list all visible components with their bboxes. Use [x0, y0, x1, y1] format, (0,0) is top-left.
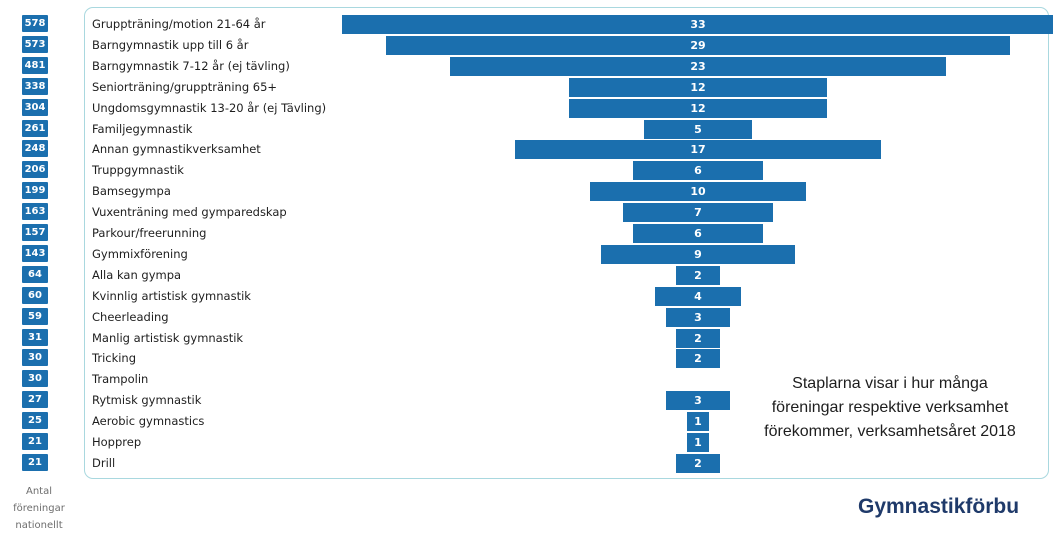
national-count-badge: 338	[22, 77, 48, 95]
category-label: Ungdomsgymnastik 13-20 år (ej Tävling)	[92, 100, 327, 115]
bar: 6	[633, 161, 763, 181]
brand-logo-text: Gymnastikförbu	[858, 495, 1020, 518]
bar-value-label: 5	[694, 122, 702, 136]
bar: 5	[644, 119, 752, 139]
bar: 1	[687, 412, 709, 432]
national-count-badge: 60	[22, 286, 48, 304]
category-label: Alla kan gympa	[92, 267, 182, 282]
national-count-badge: 578	[22, 15, 48, 32]
category-label: Tricking	[92, 351, 137, 366]
national-count-badge: 573	[22, 35, 48, 53]
bar: 12	[568, 77, 828, 97]
bar: 6	[633, 224, 763, 243]
bar: 12	[568, 98, 828, 118]
national-count-badge: 481	[22, 56, 48, 74]
bar: 2	[676, 453, 720, 473]
national-count-badge: 31	[22, 328, 48, 346]
national-count-badge: 163	[22, 203, 48, 221]
bar-value-label: 1	[694, 436, 702, 449]
chart-caption: Staplarna visar i hur många föreningar r…	[764, 375, 1016, 440]
category-label: Kvinnlig artistisk gymnastik	[92, 288, 251, 303]
national-count-badge: 21	[22, 433, 48, 450]
category-label: Bamsegympa	[92, 184, 171, 199]
national-count-badge: 206	[22, 161, 48, 179]
category-label: Trampolin	[92, 372, 149, 387]
national-count-badge: 21	[22, 453, 48, 471]
category-label: Barngymnastik upp till 6 år	[92, 37, 249, 52]
bar: 29	[385, 35, 1011, 55]
bar-value-label: 3	[694, 394, 702, 408]
national-count-badge: 30	[22, 370, 48, 388]
category-label: Seniorträning/gruppträning 65+	[92, 79, 278, 94]
bar: 7	[622, 203, 774, 223]
bar-value-label: 6	[694, 227, 702, 240]
chart-panel	[84, 7, 1049, 479]
category-label: Truppgymnastik	[92, 163, 184, 178]
bar-value-label: 1	[694, 415, 702, 429]
counts-column-label: Antal föreningar nationellt	[13, 486, 65, 531]
bar-value-label: 12	[690, 101, 706, 115]
bar-value-label: 17	[690, 143, 706, 157]
bar-value-label: 12	[690, 80, 706, 94]
bar-value-label: 9	[694, 247, 702, 261]
bar: 3	[665, 307, 731, 327]
category-label: Aerobic gymnastics	[92, 414, 205, 429]
bar-value-label: 2	[694, 331, 702, 345]
category-label: Manlig artistisk gymnastik	[92, 330, 244, 345]
category-label: Barngymnastik 7-12 år (ej tävling)	[92, 58, 290, 73]
national-count-badge: 64	[22, 265, 48, 283]
bar-value-label: 2	[694, 352, 702, 366]
national-count-badge: 199	[22, 182, 48, 200]
bar: 9	[601, 244, 795, 264]
category-label: Gymmixförening	[92, 246, 188, 261]
national-count-badge: 261	[22, 119, 48, 137]
national-count-badge: 304	[22, 98, 48, 116]
bar: 17	[514, 140, 882, 160]
national-count-badge: 59	[22, 307, 48, 325]
category-label: Familjegymnastik	[92, 121, 193, 136]
bar: 1	[687, 433, 709, 452]
category-label: Annan gymnastikverksamhet	[92, 142, 261, 157]
bar-value-label: 23	[690, 59, 706, 73]
national-count-badge: 27	[22, 391, 48, 409]
national-count-badge: 157	[22, 224, 48, 241]
national-count-badge: 248	[22, 140, 48, 158]
national-count-column: 578 573 481 338 304 261 248 206 199 163 157 143 64 60…	[0, 0, 60, 533]
bar: 2	[676, 265, 720, 285]
bar: 2	[676, 328, 720, 348]
bar-value-label: 3	[694, 310, 702, 324]
national-count-badge: 25	[22, 412, 48, 430]
bar: 4	[654, 286, 742, 306]
category-label: Gruppträning/motion 21-64 år	[92, 17, 266, 31]
national-count-badge: 143	[22, 244, 48, 262]
bar-value-label: 33	[690, 18, 706, 31]
category-label: Drill	[92, 455, 116, 470]
bar-value-label: 10	[690, 185, 706, 199]
bar-value-label: 6	[694, 164, 702, 178]
category-label: Cheerleading	[92, 309, 169, 324]
category-label: Rytmisk gymnastik	[92, 393, 202, 408]
bar: 3	[665, 391, 731, 411]
bar-value-label: 7	[694, 206, 702, 220]
bar-value-label: 2	[694, 268, 702, 282]
national-count-badge: 30	[22, 349, 48, 367]
category-label: Hopprep	[92, 435, 142, 449]
bar: 23	[450, 56, 946, 76]
bar: 2	[676, 349, 720, 369]
bar: 10	[590, 182, 806, 202]
category-label: Parkour/freerunning	[92, 226, 207, 240]
bar-value-label: 29	[690, 38, 706, 52]
bar-value-label: 4	[694, 289, 702, 303]
bar-value-label: 2	[694, 456, 702, 470]
bar: 33	[342, 15, 1053, 34]
category-label: Vuxenträning med gymparedskap	[92, 205, 287, 220]
